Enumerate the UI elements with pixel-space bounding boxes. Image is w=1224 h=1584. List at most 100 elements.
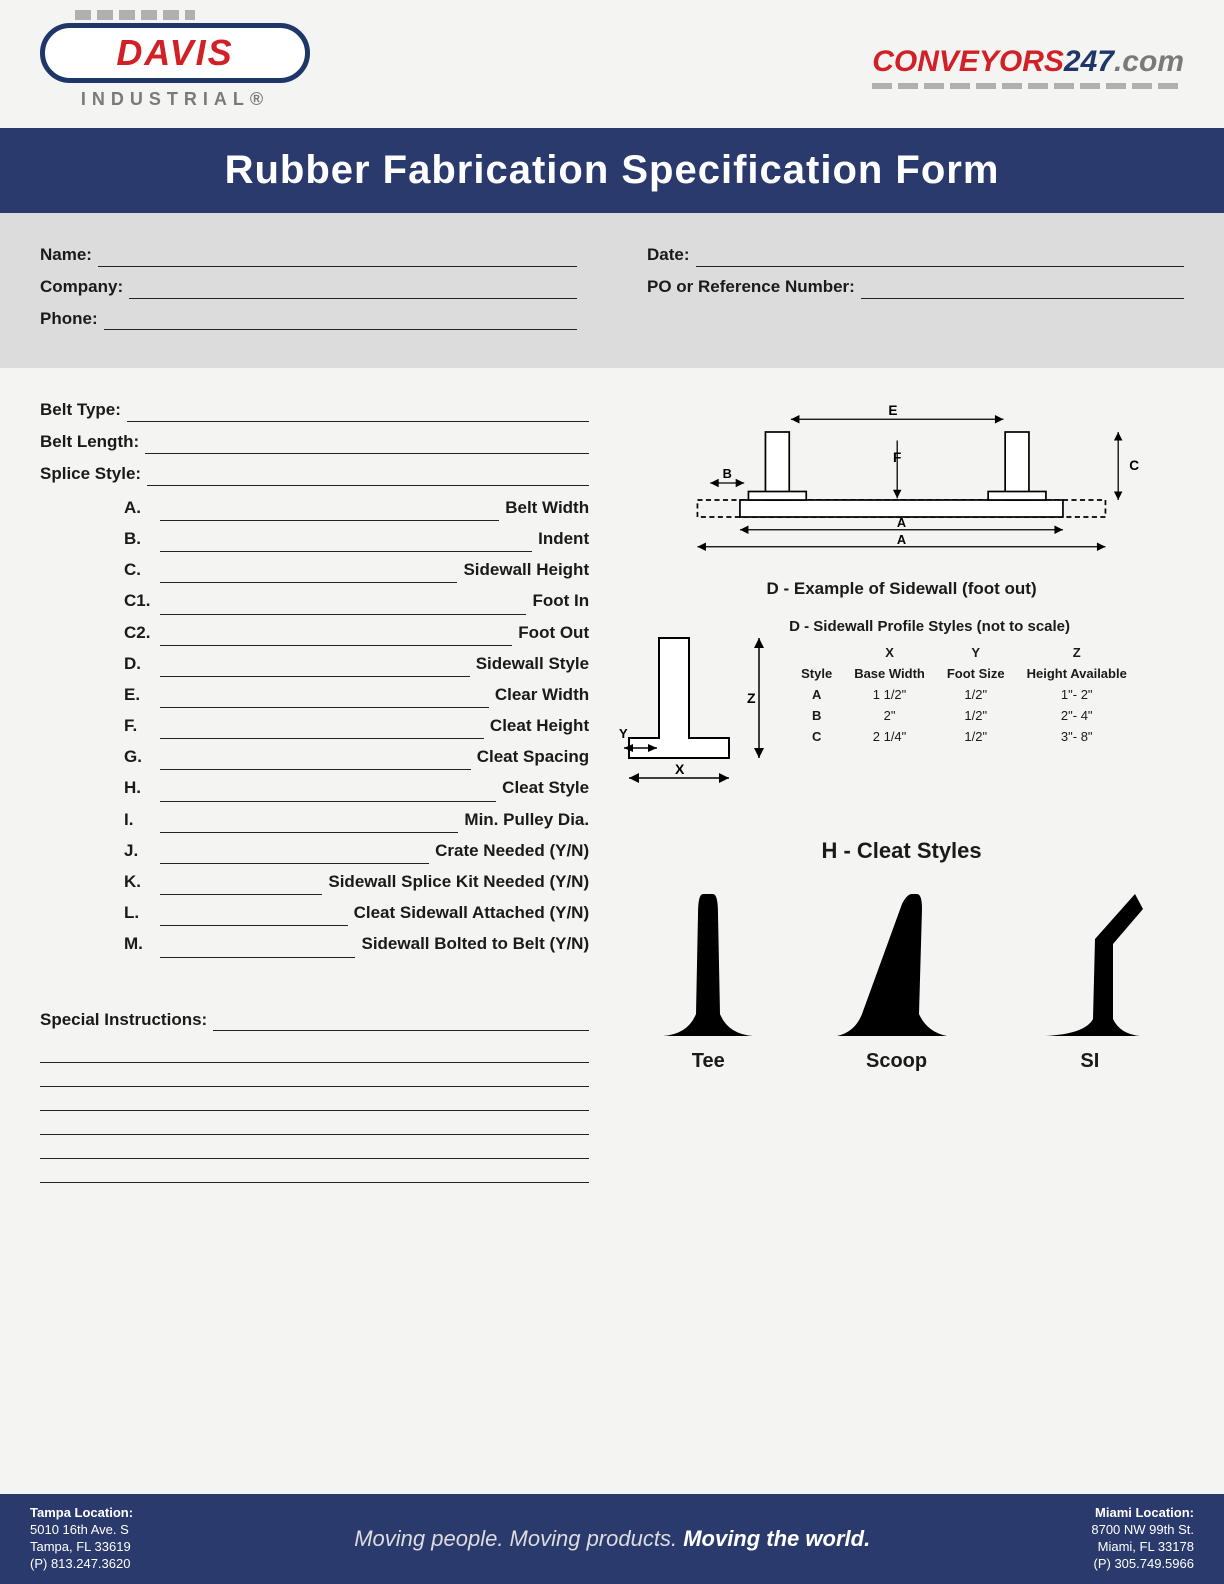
field-phone[interactable]: Phone: [40, 307, 577, 331]
field-name[interactable]: Name: [40, 243, 577, 267]
logo-right-p1: CONVEYORS [872, 45, 1064, 78]
cleat-si: SI [1025, 884, 1155, 1073]
tampa-l1: 5010 16th Ave. S [30, 1522, 133, 1539]
spec-input[interactable] [160, 753, 471, 770]
spec-desc: Sidewall Style [476, 650, 589, 677]
diagram-profile: Z Y X D - Sidewall Profile Styles (not t… [619, 618, 1184, 798]
spec-input[interactable] [160, 629, 512, 646]
input-phone[interactable] [104, 313, 577, 330]
spec-input[interactable] [160, 909, 348, 926]
hdr-z: Height Available [1017, 664, 1137, 683]
input-special-1[interactable] [40, 1039, 589, 1063]
svg-text:X: X [675, 761, 685, 777]
logo-right-p2: 247 [1064, 45, 1114, 78]
spec-input[interactable] [160, 941, 355, 958]
field-date[interactable]: Date: [647, 243, 1184, 267]
spec-row-M[interactable]: M.Sidewall Bolted to Belt (Y/N) [40, 930, 589, 957]
spec-row-F[interactable]: F.Cleat Height [40, 712, 589, 739]
contact-left: Name: Company: Phone: [40, 243, 577, 338]
spec-input[interactable] [160, 816, 458, 833]
spec-input[interactable] [160, 847, 429, 864]
input-special-0[interactable] [213, 1014, 589, 1031]
field-special[interactable]: Special Instructions: [40, 1008, 589, 1032]
input-special-4[interactable] [40, 1111, 589, 1135]
spec-input[interactable] [160, 691, 489, 708]
spec-input[interactable] [160, 598, 526, 615]
spec-row-B[interactable]: B.Indent [40, 525, 589, 552]
input-company[interactable] [129, 282, 577, 299]
svg-text:Y: Y [619, 726, 628, 741]
spec-row-J[interactable]: J. Crate Needed (Y/N) [40, 837, 589, 864]
diagram1-caption: D - Example of Sidewall (foot out) [619, 579, 1184, 599]
spec-row-C1[interactable]: C1.Foot In [40, 587, 589, 614]
input-special-6[interactable] [40, 1159, 589, 1183]
logo-davis-text: DAVIS [116, 32, 233, 74]
spec-column: Belt Type: Belt Length: Splice Style: A.… [40, 398, 589, 1183]
profile-header-row: Style Base Width Foot Size Height Availa… [791, 664, 1137, 683]
header: DAVIS INDUSTRIAL® CONVEYORS247.com [0, 0, 1224, 128]
tampa-h: Tampa Location: [30, 1505, 133, 1522]
cell-y: 1/2" [937, 685, 1015, 704]
input-special-5[interactable] [40, 1135, 589, 1159]
spec-input[interactable] [160, 566, 457, 583]
spec-letter: C2. [124, 619, 154, 646]
spec-letter: D. [124, 650, 154, 677]
cell-x: 2" [844, 706, 935, 725]
svg-text:A: A [897, 516, 906, 531]
spec-row-I[interactable]: I.Min. Pulley Dia. [40, 806, 589, 833]
spec-letter: L. [124, 899, 154, 926]
spec-desc: Crate Needed (Y/N) [435, 837, 589, 864]
spec-input[interactable] [160, 878, 322, 895]
spec-letter: C1. [124, 587, 154, 614]
spec-input[interactable] [160, 660, 470, 677]
field-po[interactable]: PO or Reference Number: [647, 275, 1184, 299]
spec-row-E[interactable]: E.Clear Width [40, 681, 589, 708]
label-belt-length: Belt Length: [40, 430, 139, 454]
input-splice-style[interactable] [147, 469, 589, 486]
hdr-Z: Z [1017, 643, 1137, 662]
footer-tampa: Tampa Location: 5010 16th Ave. S Tampa, … [30, 1505, 133, 1573]
label-belt-type: Belt Type: [40, 398, 121, 422]
input-belt-type[interactable] [127, 405, 589, 422]
spec-input[interactable] [160, 504, 499, 521]
spec-row-G[interactable]: G.Cleat Spacing [40, 743, 589, 770]
input-belt-length[interactable] [145, 437, 589, 454]
profile-svg-wrap: Z Y X [619, 618, 779, 798]
footer: Tampa Location: 5010 16th Ave. S Tampa, … [0, 1494, 1224, 1584]
spec-row-K[interactable]: K.Sidewall Splice Kit Needed (Y/N) [40, 868, 589, 895]
label-phone: Phone: [40, 307, 98, 331]
input-po[interactable] [861, 282, 1184, 299]
field-belt-length[interactable]: Belt Length: [40, 430, 589, 454]
miami-l2: Miami, FL 33178 [1091, 1539, 1194, 1556]
cell-z: 2"- 4" [1017, 706, 1137, 725]
label-company: Company: [40, 275, 123, 299]
spec-input[interactable] [160, 722, 484, 739]
spec-desc: Cleat Style [502, 774, 589, 801]
logo-conveyors: CONVEYORS247.com [872, 45, 1184, 89]
spec-row-L[interactable]: L.Cleat Sidewall Attached (Y/N) [40, 899, 589, 926]
spec-input[interactable] [160, 535, 532, 552]
spec-row-C[interactable]: C.Sidewall Height [40, 556, 589, 583]
input-special-2[interactable] [40, 1063, 589, 1087]
field-belt-type[interactable]: Belt Type: [40, 398, 589, 422]
spec-row-H[interactable]: H.Cleat Style [40, 774, 589, 801]
input-date[interactable] [696, 250, 1184, 267]
field-company[interactable]: Company: [40, 275, 577, 299]
spec-letter: M. [124, 930, 154, 957]
spec-row-A[interactable]: A.Belt Width [40, 494, 589, 521]
label-po: PO or Reference Number: [647, 275, 855, 299]
profile-title: D - Sidewall Profile Styles (not to scal… [789, 618, 1139, 635]
spec-letter: J. [124, 837, 154, 864]
spec-letter: I. [124, 806, 154, 833]
miami-l1: 8700 NW 99th St. [1091, 1522, 1194, 1539]
spec-letter: K. [124, 868, 154, 895]
input-name[interactable] [98, 250, 577, 267]
field-splice-style[interactable]: Splice Style: [40, 462, 589, 486]
spec-desc: Indent [538, 525, 589, 552]
spec-input[interactable] [160, 785, 496, 802]
cleat-scoop-label: Scoop [827, 1050, 967, 1073]
spec-row-D[interactable]: D. Sidewall Style [40, 650, 589, 677]
cell-y: 1/2" [937, 727, 1015, 746]
input-special-3[interactable] [40, 1087, 589, 1111]
spec-row-C2[interactable]: C2.Foot Out [40, 619, 589, 646]
